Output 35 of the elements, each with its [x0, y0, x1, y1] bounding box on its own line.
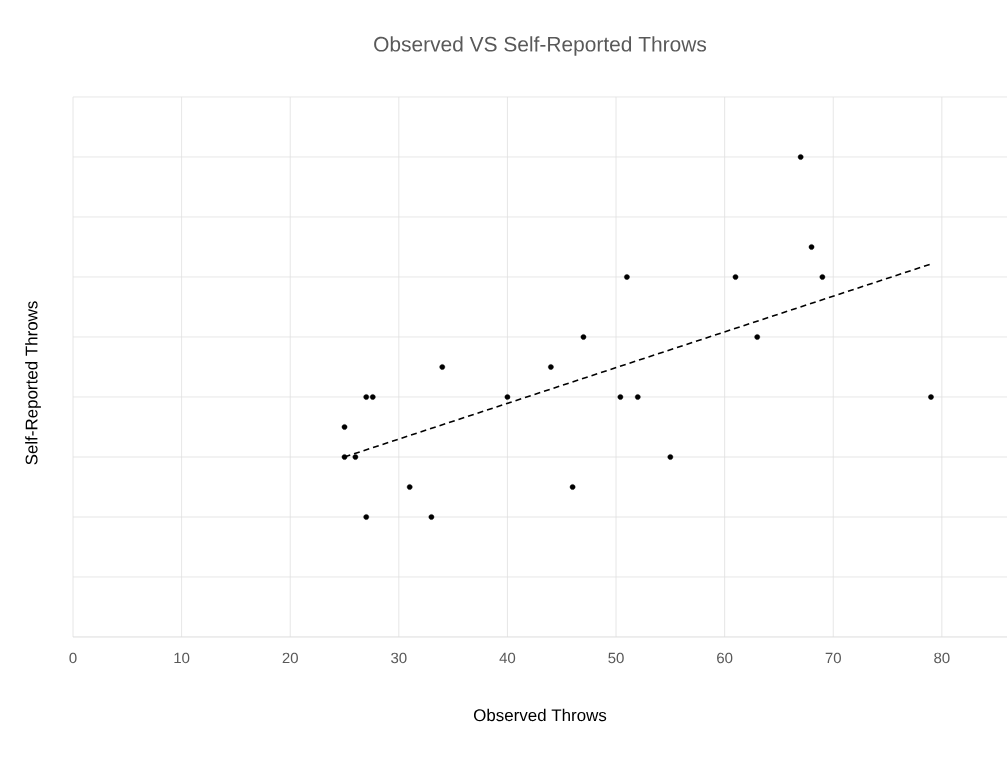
point — [504, 394, 511, 400]
point — [363, 514, 370, 520]
chart-title: Observed VS Self-Reported Throws — [374, 36, 707, 56]
point — [732, 274, 739, 280]
point — [667, 454, 674, 460]
x-tick-label: 30 — [391, 652, 407, 664]
x-tick-label: 0 — [69, 652, 77, 664]
x-tick-label: 60 — [717, 652, 733, 664]
y-axis-title: Self-Reported Throws — [25, 301, 41, 465]
point — [617, 394, 624, 400]
x-tick-label: 80 — [934, 652, 950, 664]
point — [928, 394, 934, 400]
x-tick-label: 20 — [282, 652, 298, 664]
point — [352, 454, 359, 460]
point — [341, 424, 348, 430]
point — [406, 484, 413, 490]
x-axis-title: Observed Throws — [473, 708, 607, 722]
point — [634, 394, 641, 400]
point — [369, 394, 376, 400]
x-tick-label: 40 — [499, 652, 516, 664]
x-tick-label: 10 — [174, 652, 190, 664]
point — [754, 334, 761, 340]
point — [624, 274, 630, 280]
point — [428, 514, 435, 520]
point — [341, 454, 348, 460]
point — [548, 364, 554, 370]
point — [819, 274, 826, 280]
point — [363, 394, 370, 400]
x-tick-label: 50 — [608, 652, 624, 664]
point — [797, 154, 804, 160]
x-tick-label: 70 — [825, 652, 841, 664]
point — [808, 244, 815, 250]
point — [439, 364, 446, 370]
point — [580, 334, 587, 340]
point — [569, 484, 576, 490]
